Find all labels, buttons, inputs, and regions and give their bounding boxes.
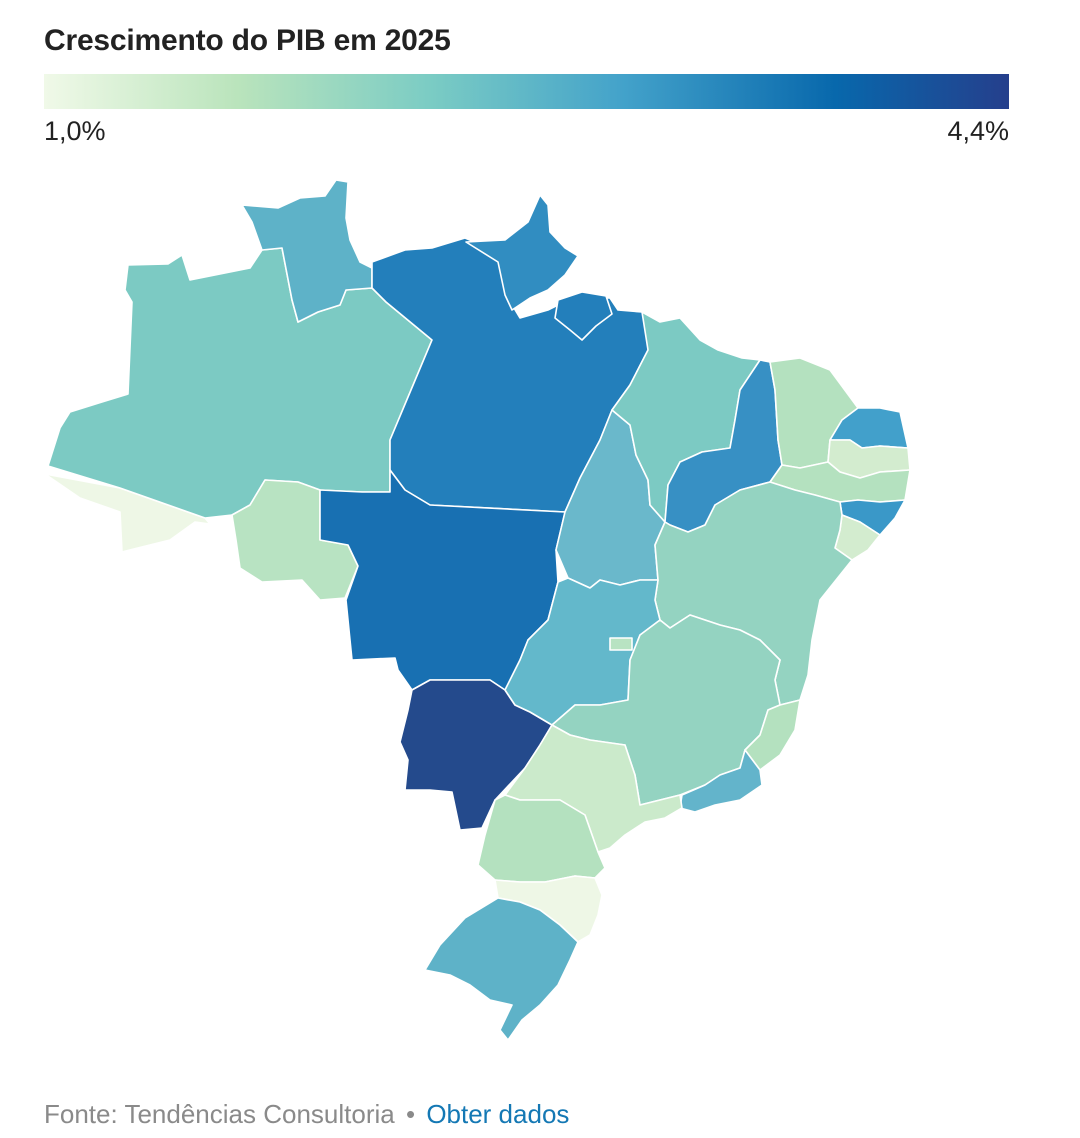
map-title: Crescimento do PIB em 2025 (44, 24, 451, 57)
state-MS[interactable] (399, 679, 553, 831)
source-text: Fonte: Tendências Consultoria (44, 1099, 395, 1129)
legend-min-label: 1,0% (44, 116, 106, 146)
footer-separator: • (405, 1099, 416, 1129)
state-ES[interactable] (744, 699, 801, 771)
state-PA-marajo[interactable] (554, 291, 613, 341)
color-scale-bar (44, 74, 1009, 109)
get-data-link[interactable]: Obter dados (426, 1099, 570, 1129)
legend-max-label: 4,4% (947, 116, 1009, 146)
footer: Fonte: Tendências Consultoria • Obter da… (44, 1099, 569, 1130)
state-AP[interactable] (465, 194, 579, 311)
state-RS[interactable] (424, 897, 579, 1041)
state-RJ[interactable] (679, 749, 763, 813)
state-DF[interactable] (609, 637, 633, 651)
